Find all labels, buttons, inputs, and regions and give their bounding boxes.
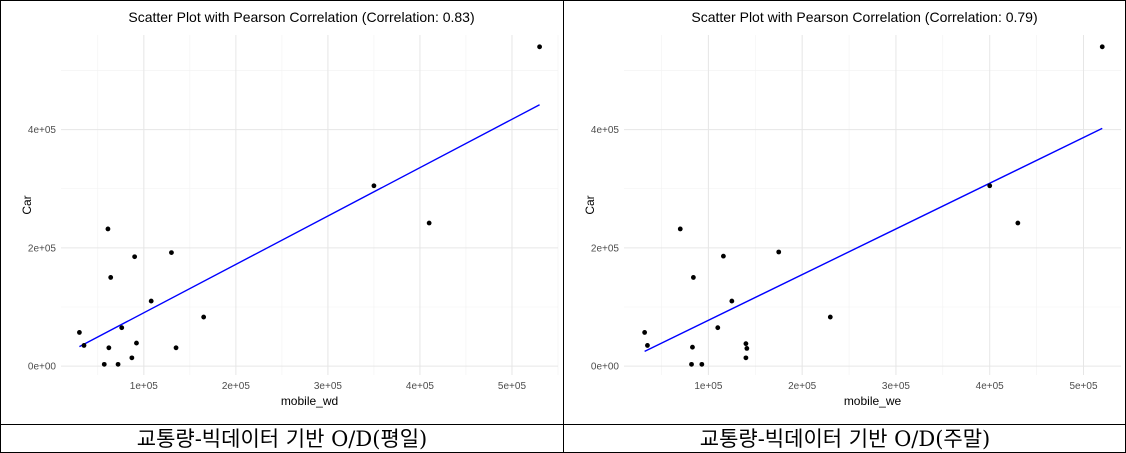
panel-divider <box>563 0 564 453</box>
data-point <box>129 355 135 361</box>
data-point <box>987 183 993 189</box>
data-point <box>106 345 112 351</box>
x-tick-label: 1e+05 <box>694 381 723 392</box>
major-grid <box>61 35 558 375</box>
y-tick-label: 4e+05 <box>591 125 620 136</box>
data-point <box>148 298 154 304</box>
minor-grid <box>624 35 1121 375</box>
x-tick-label: 4e+05 <box>406 381 435 392</box>
data-point <box>169 250 174 256</box>
data-point <box>115 361 121 367</box>
data-point <box>173 345 179 351</box>
data-point <box>132 254 138 260</box>
scatter-panel-weekday: 1e+05 2e+05 3e+05 4e+05 5e+05 0e+00 2e+05 4e+05… <box>1 1 563 424</box>
caption-weekday: 교통량-빅데이터 기반 O/D(평일) <box>136 427 428 451</box>
y-tick-label: 4e+05 <box>28 125 57 136</box>
y-axis-label: Car <box>20 195 34 214</box>
chart-title: Scatter Plot with Pearson Correlation (C… <box>128 9 474 25</box>
data-point <box>645 343 650 348</box>
data-point <box>426 220 432 226</box>
regression-line <box>644 127 1103 352</box>
data-point <box>776 249 782 255</box>
data-point <box>537 44 542 50</box>
data-point <box>690 344 695 350</box>
data-points <box>642 44 1105 367</box>
data-point <box>689 361 694 367</box>
data-point <box>721 253 726 259</box>
x-tick-label: 4e+05 <box>976 381 1005 392</box>
data-point <box>134 340 139 346</box>
data-point <box>1099 44 1105 50</box>
data-point <box>827 314 833 320</box>
chart-title: Scatter Plot with Pearson Correlation (C… <box>691 9 1037 25</box>
data-point <box>201 314 207 320</box>
y-axis-label: Car <box>583 195 597 214</box>
regression-line <box>79 104 540 348</box>
x-tick-label: 2e+05 <box>222 381 251 392</box>
data-point <box>77 330 82 335</box>
x-tick-label: 2e+05 <box>788 381 817 392</box>
data-point <box>108 275 114 280</box>
x-axis-label: mobile_we <box>844 394 902 408</box>
caption-divider <box>0 424 1126 425</box>
x-tick-label: 1e+05 <box>130 381 159 392</box>
data-point <box>119 325 125 331</box>
x-tick-label: 3e+05 <box>314 381 343 392</box>
data-point <box>715 325 721 331</box>
data-point <box>642 330 648 335</box>
data-point <box>101 361 107 367</box>
data-point <box>1015 220 1021 226</box>
data-point <box>371 183 377 189</box>
data-point <box>699 361 705 367</box>
data-point <box>743 341 749 347</box>
scatter-chart-weekend: 1e+05 2e+05 3e+05 4e+05 5e+05 0e+00 2e+05 4e+05… <box>583 9 1121 408</box>
data-point <box>744 345 750 351</box>
scatter-chart-weekday: 1e+05 2e+05 3e+05 4e+05 5e+05 0e+00 2e+05 4e+05… <box>20 9 559 408</box>
x-axis-label: mobile_wd <box>281 394 338 408</box>
data-point <box>81 343 87 348</box>
minor-grid <box>61 35 559 375</box>
y-tick-label: 0e+00 <box>591 362 620 373</box>
data-point <box>105 226 111 232</box>
x-tick-label: 3e+05 <box>882 381 911 392</box>
x-tick-label: 5e+05 <box>498 381 527 392</box>
data-point <box>729 298 735 304</box>
y-tick-label: 2e+05 <box>591 243 620 254</box>
data-points <box>77 44 542 367</box>
caption-weekend: 교통량-빅데이터 기반 O/D(주말) <box>699 427 991 451</box>
x-tick-label: 5e+05 <box>1069 381 1098 392</box>
data-point <box>743 355 749 361</box>
y-tick-label: 0e+00 <box>28 362 57 373</box>
data-point <box>677 226 683 232</box>
data-point <box>690 275 696 280</box>
y-tick-label: 2e+05 <box>28 243 57 254</box>
scatter-panel-weekend: 1e+05 2e+05 3e+05 4e+05 5e+05 0e+00 2e+05 4e+05… <box>564 1 1126 424</box>
major-grid <box>624 35 1121 375</box>
